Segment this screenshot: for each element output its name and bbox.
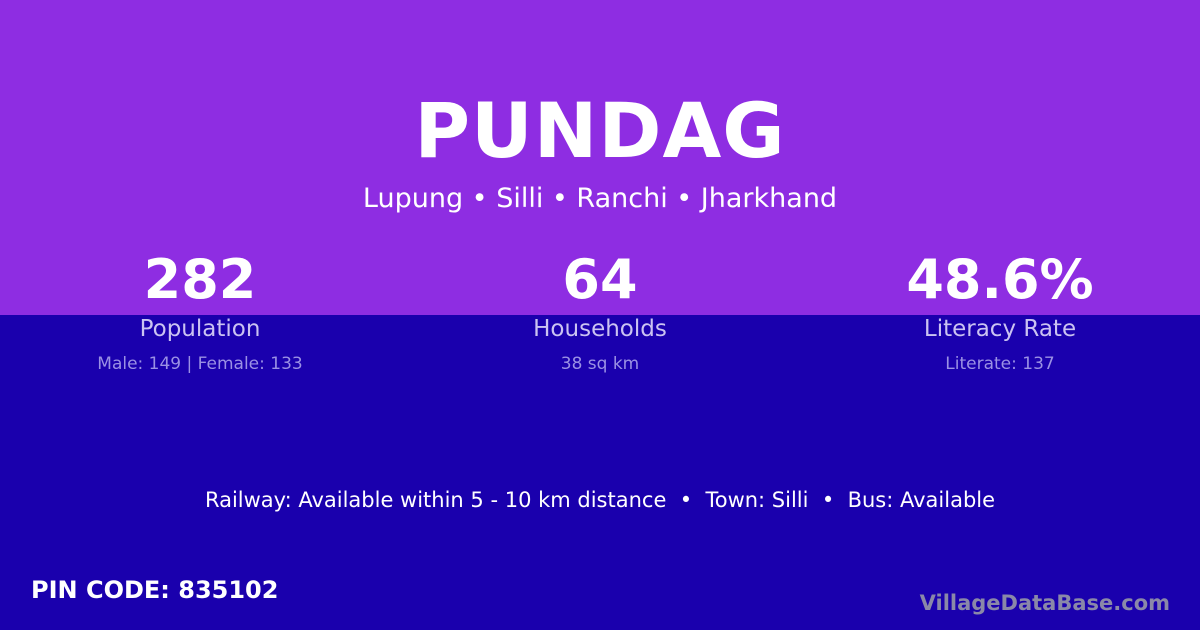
stat-value: 48.6% — [906, 248, 1094, 311]
brand-logo: VillageDataBase.com — [919, 591, 1170, 615]
stat-detail: Literate: 137 — [945, 354, 1055, 374]
connectivity-info: Railway: Available within 5 - 10 km dist… — [204, 488, 996, 512]
stat-value: 282 — [143, 248, 257, 311]
body-band — [0, 315, 1200, 630]
stat-detail: 38 sq km — [560, 354, 640, 374]
stat-label: Households — [533, 316, 667, 342]
stat-value: 64 — [562, 248, 638, 311]
header-band — [0, 0, 1200, 315]
location-breadcrumb: Lupung • Silli • Ranchi • Jharkhand — [362, 183, 838, 214]
pin-code: PIN CODE: 835102 — [31, 576, 279, 604]
stat-label: Population — [139, 316, 261, 342]
stat-detail: Male: 149 | Female: 133 — [97, 354, 303, 374]
village-title: PUNDAG — [414, 86, 786, 175]
stat-label: Literacy Rate — [923, 316, 1077, 342]
